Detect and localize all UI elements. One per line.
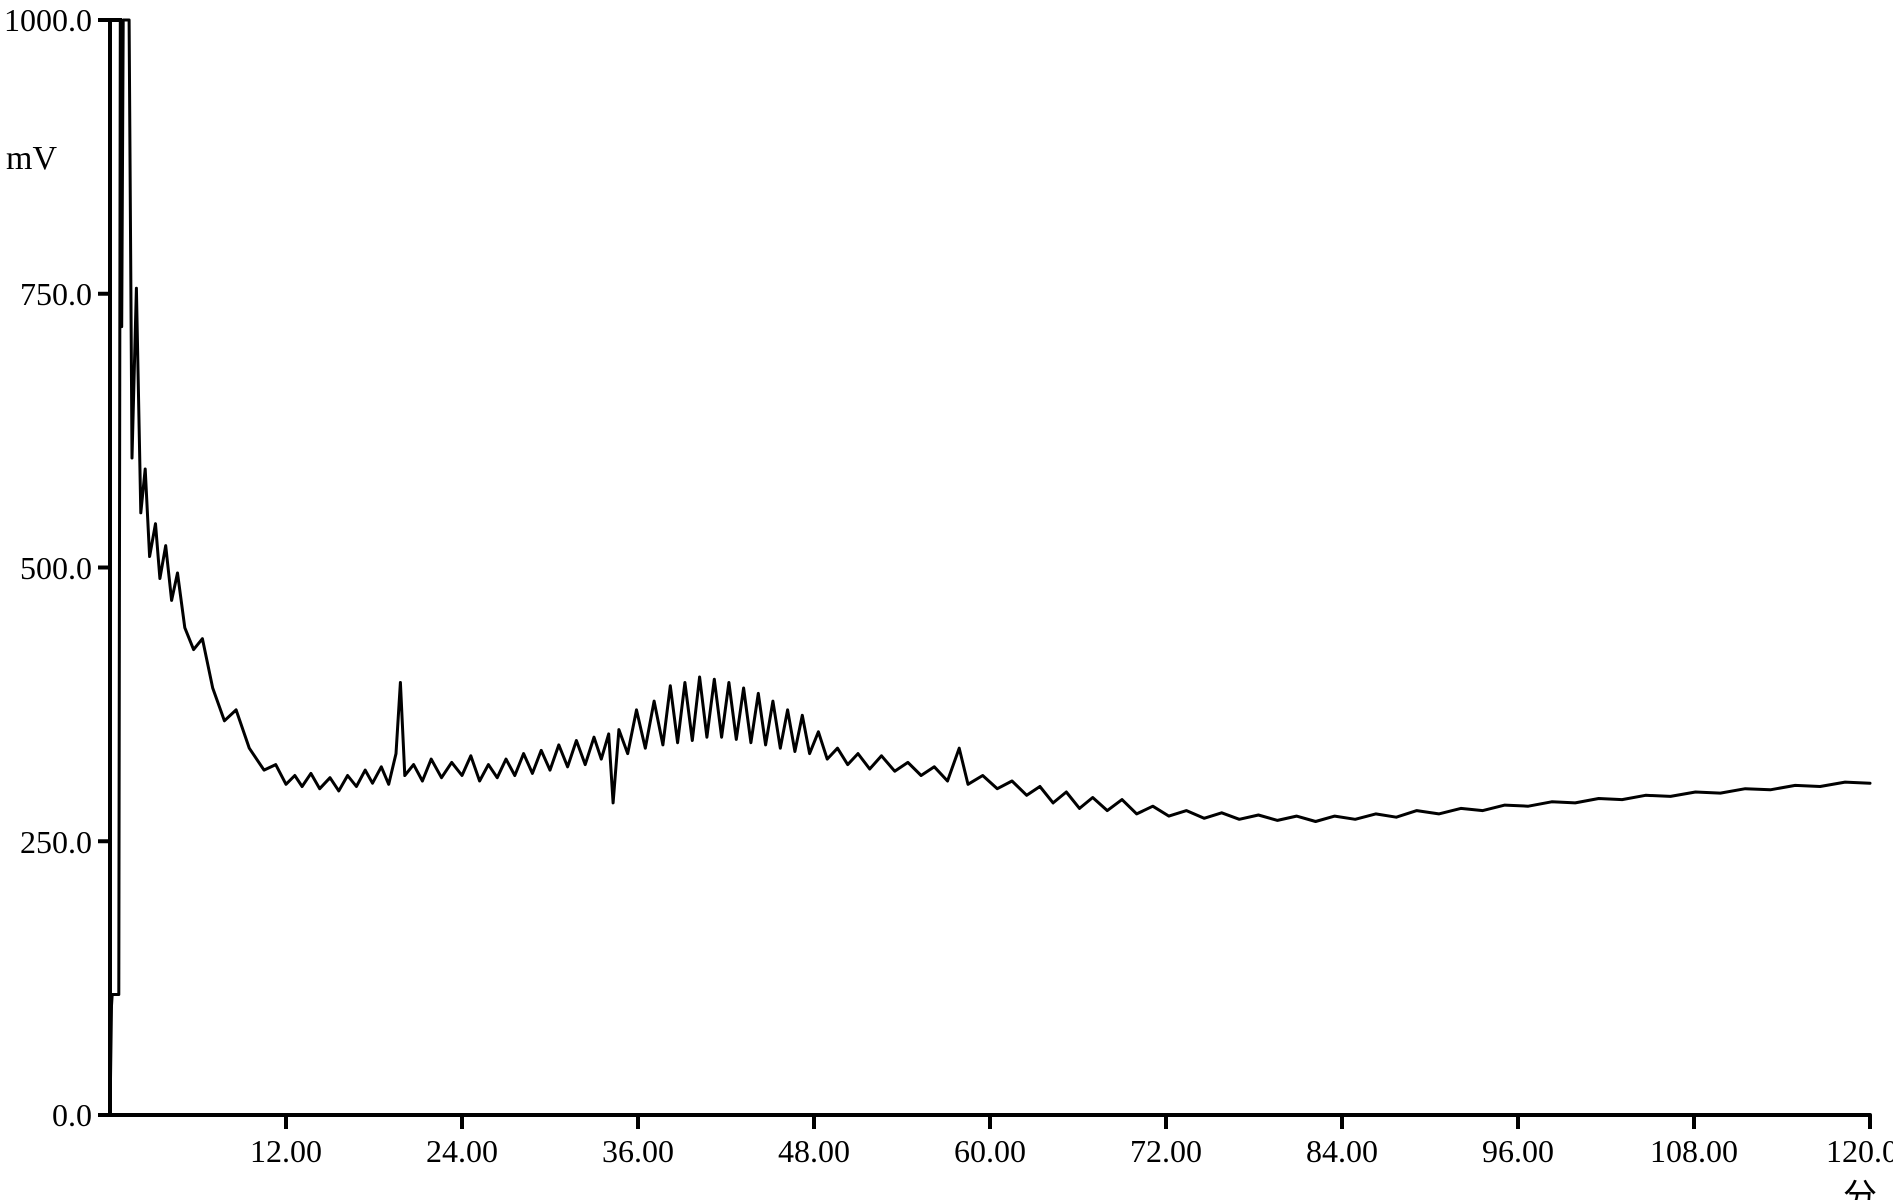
chromatogram-chart: 1000.0 750.0 500.0 250.0 0.0 mV 12.00 24.00 36.0… [0, 0, 1893, 1200]
x-tick-label: 108.00 [1650, 1133, 1738, 1170]
x-tick-label: 96.00 [1482, 1133, 1554, 1170]
x-tick-label: 72.00 [1130, 1133, 1202, 1170]
x-tick-label: 48.00 [778, 1133, 850, 1170]
y-tick-label: 500.0 [20, 550, 92, 587]
x-tick-label: 36.00 [602, 1133, 674, 1170]
y-tick-label: 1000.0 [4, 2, 92, 39]
y-axis-label: mV [6, 140, 57, 178]
y-tick-label: 0.0 [52, 1097, 92, 1134]
y-tick-label: 250.0 [20, 824, 92, 861]
x-tick-label: 84.00 [1306, 1133, 1378, 1170]
chart-svg [0, 0, 1893, 1200]
x-tick-label: 12.00 [250, 1133, 322, 1170]
x-tick-label: 60.00 [954, 1133, 1026, 1170]
x-tick-label: 24.00 [426, 1133, 498, 1170]
x-tick-label: 120.00 [1826, 1133, 1893, 1170]
x-axis-label: 分 [1843, 1169, 1877, 1200]
y-tick-label: 750.0 [20, 276, 92, 313]
